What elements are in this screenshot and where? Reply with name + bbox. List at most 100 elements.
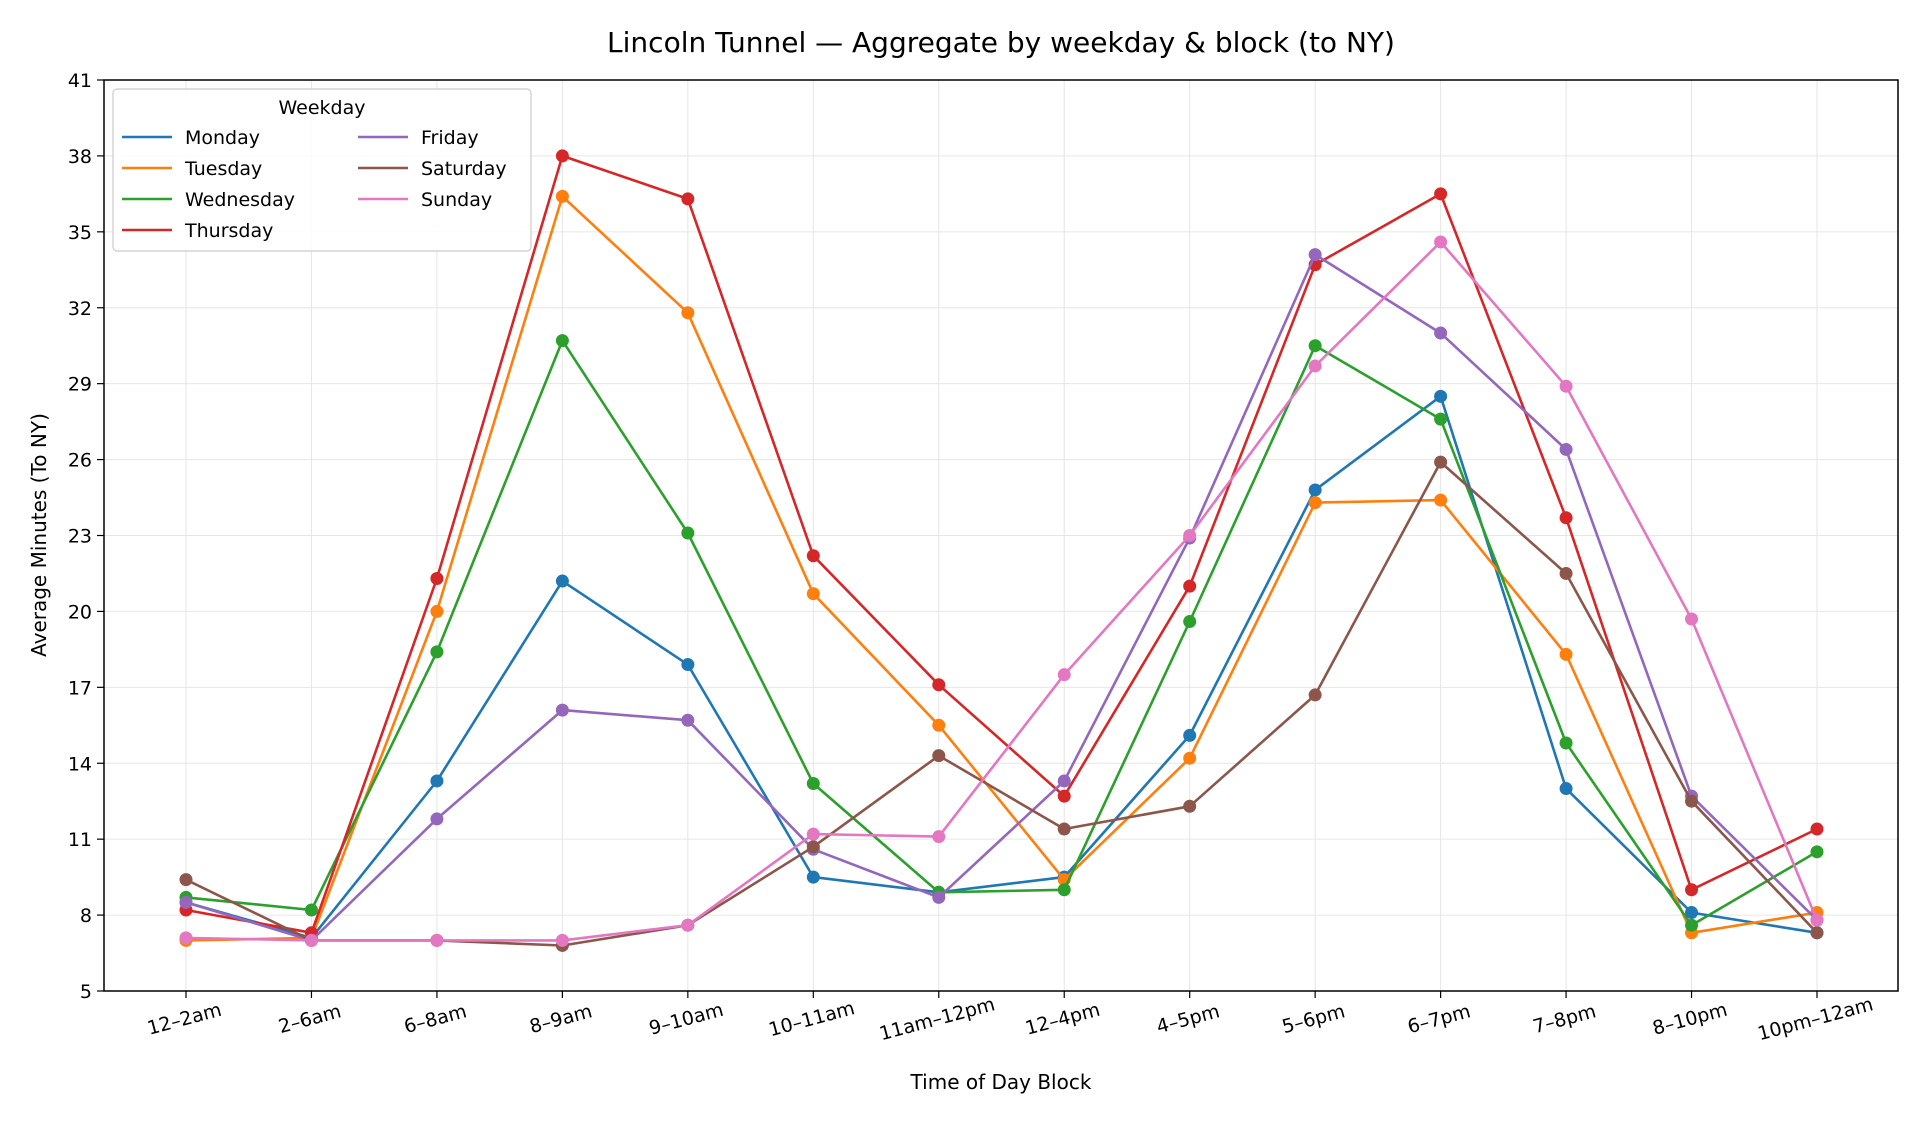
data-point	[1434, 493, 1448, 507]
data-point	[681, 306, 695, 320]
y-tick-label: 32	[68, 298, 92, 320]
data-point	[1183, 751, 1197, 765]
data-point	[1434, 235, 1448, 249]
data-point	[1685, 906, 1699, 920]
y-tick-label: 29	[68, 374, 92, 396]
data-point	[1434, 389, 1448, 403]
chart-title: Lincoln Tunnel — Aggregate by weekday & …	[607, 26, 1395, 59]
legend-box	[112, 88, 532, 252]
data-point	[681, 918, 695, 932]
data-point	[430, 812, 444, 826]
series-line	[185, 240, 1819, 942]
series-line	[185, 394, 1818, 940]
legend-label: Friday	[421, 127, 479, 149]
data-point	[179, 873, 193, 887]
data-point	[430, 774, 444, 788]
data-point	[1057, 883, 1071, 897]
y-tick-label: 17	[68, 677, 92, 699]
data-point	[1183, 579, 1197, 593]
data-point	[681, 658, 695, 672]
data-point	[1057, 789, 1071, 803]
data-point	[932, 830, 946, 844]
data-point	[555, 149, 569, 163]
y-tick-label: 26	[68, 450, 92, 472]
series-line	[185, 253, 1818, 942]
data-point	[1810, 822, 1824, 836]
series-line	[185, 195, 1818, 942]
y-tick-label: 11	[68, 829, 92, 851]
legend-label: Sunday	[421, 189, 492, 211]
data-point	[555, 703, 569, 717]
data-point	[1308, 688, 1322, 702]
y-axis-label: Average Minutes (To NY)	[27, 413, 51, 657]
data-point	[1685, 612, 1699, 626]
data-point	[555, 189, 569, 203]
data-point	[1559, 442, 1573, 456]
y-tick-label: 35	[68, 222, 92, 244]
data-point	[1434, 187, 1448, 201]
data-point	[1308, 496, 1322, 510]
data-point	[555, 933, 569, 947]
data-point	[1685, 794, 1699, 808]
data-point	[1559, 379, 1573, 393]
x-axis-label: Time of Day Block	[910, 1070, 1092, 1094]
data-point	[932, 718, 946, 732]
data-point	[430, 933, 444, 947]
data-point	[1183, 529, 1197, 542]
data-point	[1559, 647, 1573, 661]
data-point	[1434, 455, 1448, 469]
data-point	[1559, 782, 1573, 796]
y-tick-label: 14	[68, 753, 92, 775]
data-point	[681, 526, 695, 540]
data-point	[1183, 615, 1197, 629]
data-point	[1308, 339, 1322, 353]
data-point	[1685, 883, 1699, 897]
data-point	[179, 931, 193, 945]
data-point	[1308, 359, 1322, 373]
y-tick-label: 41	[68, 70, 92, 92]
data-point	[1559, 511, 1573, 525]
series-layer	[179, 149, 1824, 952]
data-point	[1183, 728, 1197, 742]
data-point	[806, 870, 820, 884]
data-point	[1057, 822, 1071, 836]
series-line	[185, 154, 1818, 935]
data-point	[179, 895, 193, 909]
data-point	[681, 192, 695, 206]
data-point	[430, 645, 444, 659]
y-tick-label: 8	[80, 905, 92, 927]
data-point	[304, 933, 318, 947]
legend-label: Wednesday	[185, 189, 295, 211]
data-point	[1057, 774, 1071, 788]
data-point	[1308, 248, 1322, 262]
series-line	[185, 339, 1818, 927]
data-point	[1810, 845, 1824, 859]
data-point	[1810, 913, 1824, 927]
data-point	[1434, 326, 1448, 340]
legend-label: Saturday	[421, 158, 507, 180]
legend-label: Monday	[185, 127, 260, 149]
data-point	[555, 334, 569, 348]
data-point	[1434, 412, 1448, 426]
data-point	[555, 574, 569, 588]
data-point	[430, 572, 444, 586]
legend-label: Thursday	[184, 220, 273, 242]
data-point	[304, 903, 318, 917]
data-point	[806, 549, 820, 563]
data-point	[1183, 799, 1197, 813]
y-tick-label: 20	[68, 601, 92, 623]
data-point	[430, 604, 444, 618]
data-point	[932, 890, 946, 904]
data-point	[1685, 918, 1699, 932]
legend-label: Tuesday	[184, 158, 262, 180]
data-point	[932, 749, 946, 763]
data-point	[1559, 736, 1573, 750]
legend-title: Weekday	[278, 97, 365, 119]
y-tick-label: 5	[80, 981, 92, 1003]
y-tick-label: 38	[68, 146, 92, 168]
data-point	[806, 827, 820, 841]
y-tick-label: 23	[68, 526, 92, 548]
data-point	[1810, 926, 1824, 940]
